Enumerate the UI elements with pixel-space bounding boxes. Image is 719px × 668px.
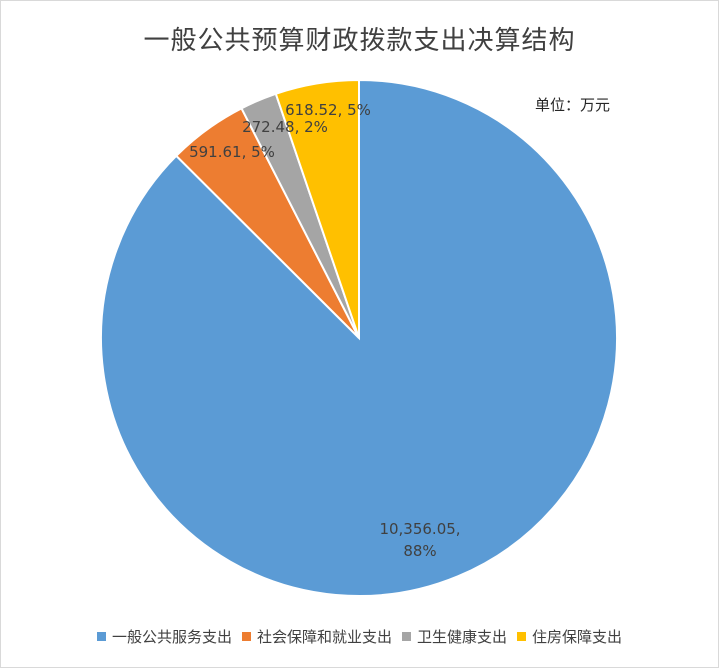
data-label-4: 618.52, 5% [285,101,371,119]
legend-swatch [96,632,106,641]
data-label-2: 591.61, 5% [189,143,275,161]
legend-item-3: 卫生健康支出 [402,626,507,647]
legend-item-2: 社会保障和就业支出 [241,626,392,647]
legend-swatch [402,632,411,641]
legend-swatch [241,632,251,641]
legend-label: 社会保障和就业支出 [256,628,392,646]
unit-label: 单位：万元 [535,96,611,114]
legend-label: 一般公共服务支出 [111,628,232,646]
legend-label: 住房保障支出 [532,628,623,646]
pie-slice-4 [274,78,360,339]
legend-label: 卫生健康支出 [417,628,508,646]
legend-item-1: 一般公共服务支出 [96,626,232,647]
legend-item-4: 住房保障支出 [517,626,622,647]
data-label-3: 272.48, 2% [242,118,328,136]
legend-swatch [517,632,527,641]
pie-slice-1 [100,78,618,597]
data-label-1: 10,356.05, 88% [379,520,460,560]
chart-title: 一般公共预算财政拨款支出决算结构 [143,26,576,56]
legend: 一般公共服务支出 社会保障和就业支出 卫生健康支出 住房保障支出 [0,626,719,647]
